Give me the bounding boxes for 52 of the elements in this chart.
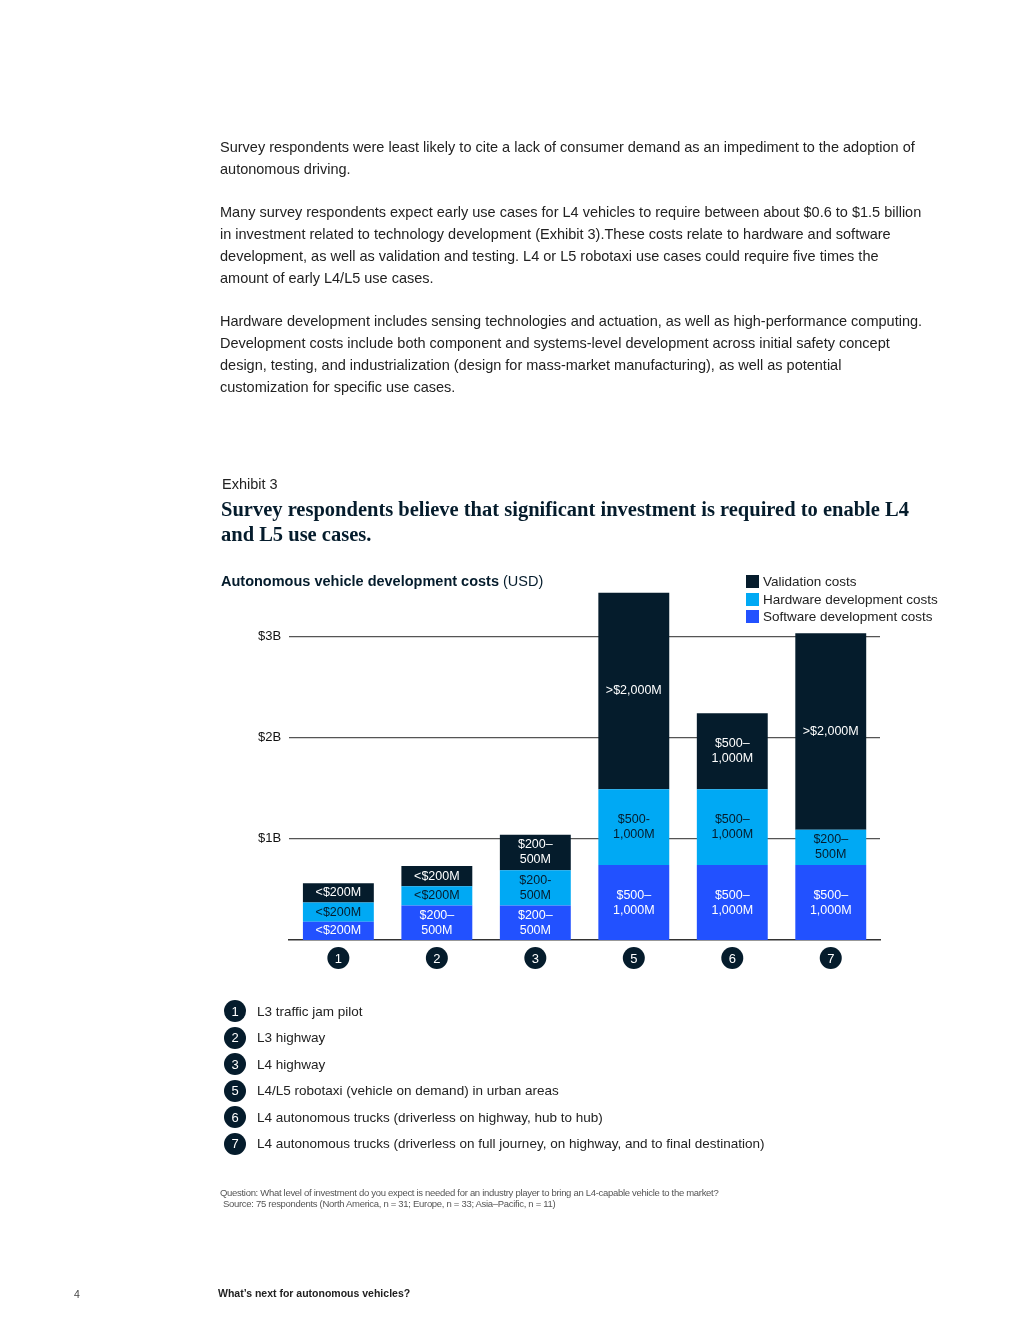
data-label: <$200M <box>315 885 362 900</box>
number-badge-icon: 7 <box>224 1132 246 1155</box>
data-label: >$2,000M <box>802 723 859 738</box>
data-label: <$200M <box>414 868 460 883</box>
x-tick-label: 3 <box>531 950 539 966</box>
text: L4 autonomous trucks (driverless on highway, hub to hub) <box>257 1109 603 1125</box>
legend-label: Validation costs <box>763 573 857 591</box>
number-badge-icon: 6 <box>224 1106 246 1129</box>
legend-label: Software development costs <box>763 608 933 626</box>
data-label: $500–1,000M <box>612 887 655 917</box>
number-badge-icon: 1 <box>224 1000 246 1023</box>
chart-title: Survey respondents believe that significant investment is required to enable L4 and L5 use cases. <box>221 497 910 547</box>
data-label: $500-1,000M <box>612 812 655 842</box>
number-badge-icon: 5 <box>224 1079 246 1102</box>
y-tick-label: $1B <box>257 830 282 846</box>
data-label: $200–500M <box>419 907 455 937</box>
text: L3 highway <box>257 1030 326 1046</box>
chart-subtitle: Exhibit 3 <box>222 476 278 492</box>
number-badge-icon: 3 <box>224 1053 246 1076</box>
data-label: $200–500M <box>517 907 553 937</box>
legend-label: Hardware development costs <box>763 590 938 608</box>
x-tick-label: 7 <box>827 950 835 966</box>
x-tick-label: 2 <box>433 950 441 966</box>
y-axis-title: Autonomous vehicle development costs (USD) <box>221 573 544 589</box>
data-label: $500–1,000M <box>711 736 754 766</box>
x-tick-label: 5 <box>630 950 638 966</box>
data-label: $500–1,000M <box>711 812 754 842</box>
data-label: $200–500M <box>813 832 849 862</box>
text: L4/L5 robotaxi (vehicle on demand) in urban areas <box>257 1083 559 1099</box>
y-tick-label: $2B <box>257 729 282 745</box>
data-label: <$200M <box>315 923 362 938</box>
data-label: $200-500M <box>519 872 552 902</box>
text: Question: What level of investment do you expect is needed for an industry player to bring an L4-capable vehicle to the market? <box>220 1187 719 1198</box>
text: L3 traffic jam pilot <box>257 1003 363 1019</box>
x-tick-label: 1 <box>334 950 342 966</box>
text: L4 autonomous trucks (driverless on full journey, on highway, and to final destination) <box>257 1136 765 1152</box>
data-label: <$200M <box>315 904 362 919</box>
data-label: $500–1,000M <box>809 887 852 917</box>
text: Many survey respondents expect early use cases for L4 vehicles to require between about $0.6 to $1.5 billion in investment related to technology development (Exhibit 3).These costs relate to hardware and software development, as well as validation and testing. L4 or L5 robotaxi use cases could require five times the amount of early L4/L5 use cases. <box>220 203 923 288</box>
text: 4 <box>74 1288 80 1300</box>
text: Survey respondents were least likely to cite a lack of consumer demand as an impediment to the adoption of autonomous driving. <box>220 138 916 179</box>
data-label: >$2,000M <box>605 683 662 698</box>
text: Hardware development includes sensing technologies and actuation, as well as high-performance computing. Development costs include both component and systems-level development across initial safety concept design, testing, and industrialization (design for mass-market manufacturing), as well as potential customization for specific use cases. <box>220 312 924 397</box>
text: What’s next for autonomous vehicles? <box>218 1287 411 1299</box>
data-label: <$200M <box>414 888 460 903</box>
text: L4 highway <box>257 1056 326 1072</box>
x-tick-label: 6 <box>728 950 736 966</box>
source-note: Source: 75 respondents (North America, n = 31; Europe, n = 33; Asia–Pacific, n = 11) <box>223 1198 556 1209</box>
y-tick-label: $3B <box>257 627 282 643</box>
data-label: $500–1,000M <box>711 887 754 917</box>
number-badge-icon: 2 <box>224 1026 246 1049</box>
data-label: $200–500M <box>517 837 553 867</box>
